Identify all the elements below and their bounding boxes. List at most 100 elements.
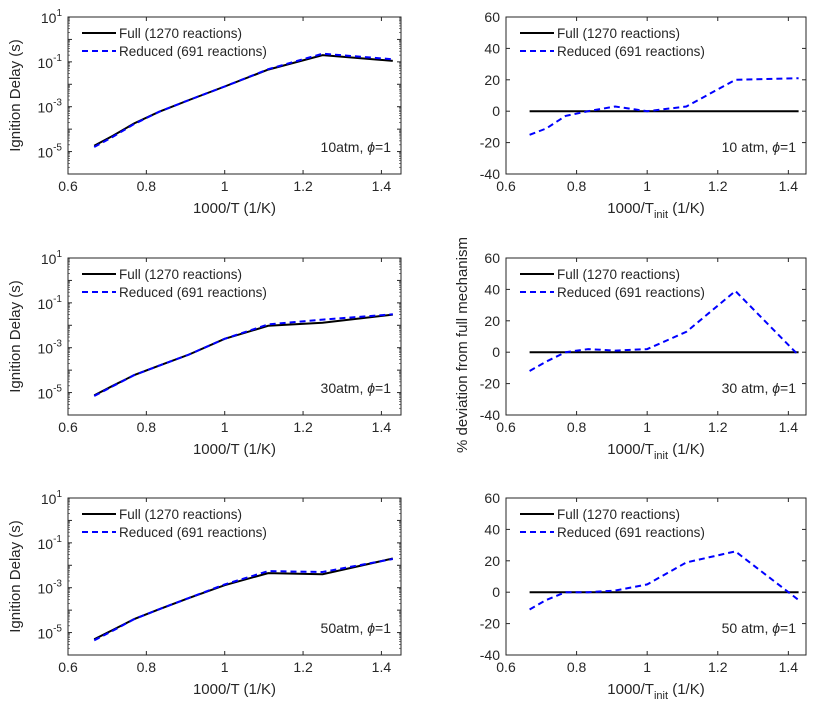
y-tick-label: 60	[484, 490, 500, 506]
legend-label-reduced: Reduced (691 reactions)	[557, 285, 705, 300]
x-axis-label: 1000/Tinit (1/K)	[607, 681, 704, 702]
legend-label-full: Full (1270 reactions)	[557, 26, 680, 41]
x-tick-label: 1.4	[779, 419, 799, 435]
y-tick-label: 20	[484, 553, 500, 569]
y-tick-label: 10-5	[38, 624, 63, 642]
x-tick-label: 0.8	[567, 419, 587, 435]
y-axis-label: Ignition Delay (s)	[7, 39, 24, 152]
x-tick-label: 1	[221, 178, 229, 194]
legend-label-full: Full (1270 reactions)	[119, 26, 242, 41]
legend-label-reduced: Reduced (691 reactions)	[119, 285, 267, 300]
y-tick-label: 0	[492, 103, 500, 119]
x-tick-label: 1.2	[708, 419, 728, 435]
legend-label-full: Full (1270 reactions)	[557, 507, 680, 522]
chart-panel-row1-left: 0.6 0.8 1 1.2 1.4 10-5 10-3 10-1 101 1000/T (1/K)…	[7, 8, 402, 217]
y-tick-label: -20	[480, 135, 500, 151]
x-tick-label: 1.2	[293, 178, 313, 194]
y-tick-label: 60	[484, 250, 500, 266]
y-tick-label: 101	[41, 8, 63, 26]
x-tick-label: 0.8	[567, 659, 587, 675]
y-tick-label: 10-1	[38, 294, 63, 312]
x-tick-label: 1.4	[372, 419, 392, 435]
y-axis-label: Ignition Delay (s)	[7, 280, 24, 393]
chart-panel-row3-left: 0.6 0.8 1 1.2 1.4 10-5 10-3 10-1 101 1000/T (1/K)…	[7, 489, 402, 698]
x-tick-label: 1	[221, 419, 229, 435]
y-axis-label: Ignition Delay (s)	[7, 520, 24, 633]
axes-box	[67, 16, 402, 175]
x-tick-label: 0.6	[496, 178, 516, 194]
x-tick-label: 1.4	[779, 659, 799, 675]
condition-annotation: 50atm, ϕ=1	[321, 620, 392, 636]
x-tick-label: 0.6	[58, 178, 78, 194]
x-axis-label: 1000/T (1/K)	[193, 200, 276, 217]
x-tick-label: 0.8	[137, 419, 157, 435]
shared-ylabel: % deviation from full mechanism	[454, 237, 471, 453]
chart-panel-row2-right: 0.6 0.8 1 1.2 1.4 -40 -20 0 20 40 60 1000/Tinit (1/…	[480, 250, 807, 462]
y-tick-label: 20	[484, 313, 500, 329]
x-tick-label: 1.4	[779, 178, 799, 194]
axes-box	[67, 497, 402, 656]
x-tick-label: 0.6	[496, 659, 516, 675]
x-tick-label: 1.4	[372, 178, 392, 194]
legend-label-reduced: Reduced (691 reactions)	[119, 44, 267, 59]
condition-annotation: 10atm, ϕ=1	[321, 139, 392, 155]
y-tick-label: 10-5	[38, 143, 63, 161]
y-tick-label: 60	[484, 9, 500, 25]
legend-label-full: Full (1270 reactions)	[557, 267, 680, 282]
x-tick-label: 1	[643, 419, 651, 435]
series-line-reduced	[93, 313, 393, 397]
series-line-reduced	[93, 558, 393, 642]
legend-label-reduced: Reduced (691 reactions)	[557, 525, 705, 540]
x-tick-label: 1.2	[708, 659, 728, 675]
series-line-full	[93, 54, 393, 147]
y-tick-label: -20	[480, 376, 500, 392]
y-tick-label: 40	[484, 281, 500, 297]
legend-label-reduced: Reduced (691 reactions)	[119, 525, 267, 540]
x-tick-label: 0.6	[58, 659, 78, 675]
x-tick-label: 1.4	[372, 659, 392, 675]
chart-panel-row2-left: 0.6 0.8 1 1.2 1.4 10-5 10-3 10-1 101 1000/T (1/K)…	[7, 249, 402, 458]
x-tick-label: 1.2	[293, 659, 313, 675]
x-axis-label: 1000/Tinit (1/K)	[607, 441, 704, 462]
chart-panel-row1-right: 0.6 0.8 1 1.2 1.4 -40 -20 0 20 40 60 1000/Tinit (1/…	[480, 9, 807, 221]
y-tick-label: 10-3	[38, 579, 63, 597]
y-tick-label: -40	[480, 647, 500, 663]
axes-box	[67, 257, 402, 416]
y-tick-label: 10-3	[38, 339, 63, 357]
axes-box	[505, 16, 807, 175]
x-tick-label: 1.2	[708, 178, 728, 194]
series-line-reduced	[529, 550, 800, 611]
series-line-reduced	[529, 77, 799, 136]
condition-annotation: 50 atm, ϕ=1	[722, 620, 797, 636]
x-axis-label: 1000/Tinit (1/K)	[607, 200, 704, 221]
y-tick-label: -20	[480, 616, 500, 632]
x-tick-label: 0.8	[567, 178, 587, 194]
x-axis-label: 1000/T (1/K)	[193, 441, 276, 458]
x-tick-label: 0.8	[137, 178, 157, 194]
y-tick-label: -40	[480, 407, 500, 423]
x-tick-label: 0.6	[58, 419, 78, 435]
condition-annotation: 30atm, ϕ=1	[321, 380, 392, 396]
y-tick-label: 0	[492, 344, 500, 360]
y-tick-label: 40	[484, 521, 500, 537]
legend-label-full: Full (1270 reactions)	[119, 267, 242, 282]
axes-box	[505, 497, 807, 656]
y-tick-label: 10-5	[38, 384, 63, 402]
y-tick-label: 10-3	[38, 98, 63, 116]
y-tick-label: -40	[480, 166, 500, 182]
x-axis-label: 1000/T (1/K)	[193, 681, 276, 698]
x-tick-label: 0.8	[137, 659, 157, 675]
legend-label-full: Full (1270 reactions)	[119, 507, 242, 522]
y-tick-label: 101	[41, 489, 63, 507]
x-tick-label: 1.2	[293, 419, 313, 435]
y-tick-label: 40	[484, 40, 500, 56]
series-line-reduced	[529, 289, 800, 372]
x-tick-label: 1	[643, 659, 651, 675]
y-tick-label: 10-1	[38, 53, 63, 71]
y-tick-label: 101	[41, 249, 63, 267]
x-tick-label: 0.6	[496, 419, 516, 435]
axes-box	[505, 257, 807, 416]
y-tick-label: 0	[492, 584, 500, 600]
